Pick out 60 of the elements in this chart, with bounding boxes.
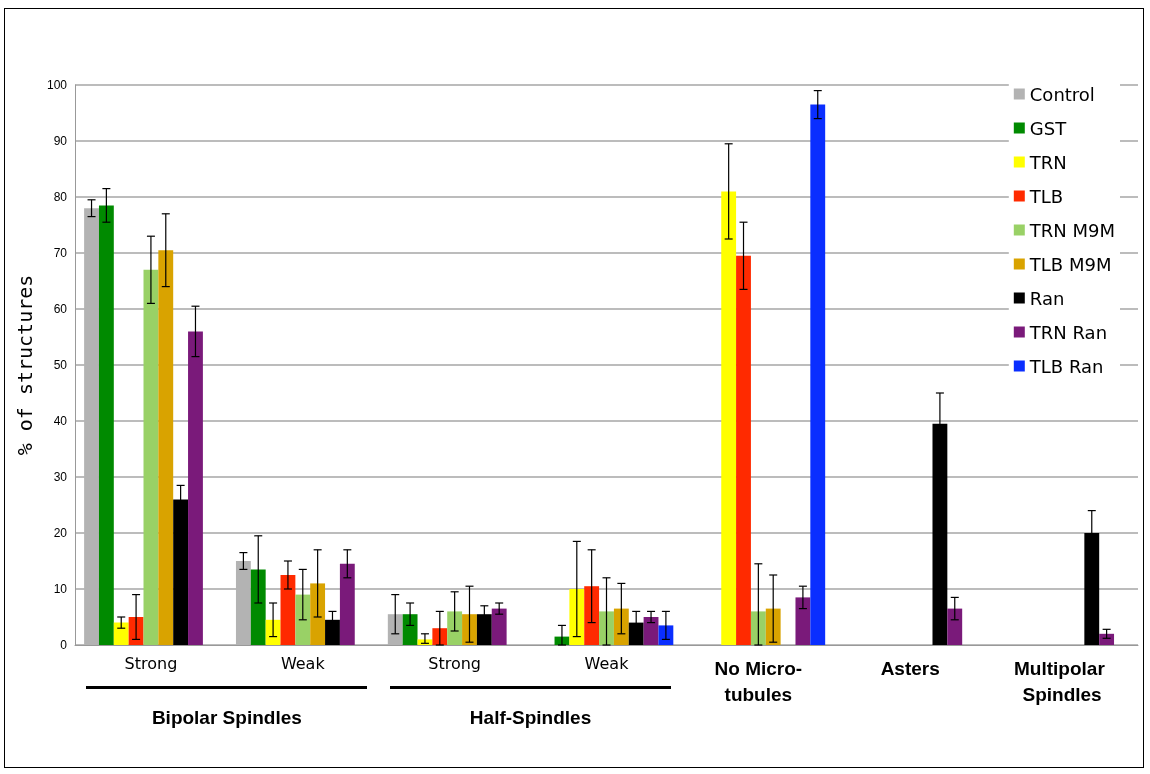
y-tick-label: 100	[46, 78, 68, 92]
bar	[158, 250, 174, 645]
legend-label: Ran	[1029, 287, 1065, 309]
y-tick-label: 70	[53, 246, 68, 260]
bar	[721, 191, 737, 645]
bar	[462, 614, 477, 645]
x-tick-label: Strong	[124, 653, 178, 673]
y-tick-label: 40	[53, 414, 68, 428]
bar	[310, 583, 326, 645]
bar	[280, 575, 296, 645]
x-tick-label: No Micro-tubules	[714, 657, 803, 705]
x-tick-label: Strong	[428, 653, 482, 673]
y-tick-label: 90	[53, 134, 68, 148]
bar	[432, 628, 448, 645]
bar	[84, 208, 99, 645]
bar	[188, 331, 203, 645]
bar	[250, 569, 266, 645]
bar	[491, 608, 507, 645]
bar	[295, 594, 311, 645]
y-axis-title: % of structures	[13, 274, 37, 456]
bar	[599, 611, 614, 645]
bar	[235, 561, 251, 645]
bar	[98, 205, 114, 645]
legend-label: TLB M9M	[1028, 253, 1112, 275]
bar	[613, 608, 629, 645]
bar	[947, 608, 963, 645]
legend-label: TLB Ran	[1028, 355, 1104, 377]
x-tick-label: Weak	[584, 653, 630, 673]
bar	[447, 611, 463, 645]
bar	[387, 614, 403, 645]
bar	[339, 563, 355, 645]
bar	[750, 611, 766, 645]
bar	[584, 586, 600, 645]
bar	[765, 608, 781, 645]
legend-label: TRN M9M	[1028, 219, 1115, 241]
text: Bipolar Spindles	[150, 707, 303, 729]
bar	[569, 589, 585, 645]
bar	[810, 104, 826, 645]
legend-label: TLB	[1028, 185, 1064, 207]
y-tick-label: 50	[53, 358, 68, 372]
x-tick-label: Asters	[880, 657, 940, 679]
legend-label: TRN Ran	[1028, 321, 1108, 343]
legend-label: TRN	[1028, 151, 1067, 173]
y-tick-label: 0	[60, 638, 68, 652]
legend-label: Control	[1029, 83, 1095, 105]
x-tick-label: Multipolar Spindles	[1014, 657, 1111, 705]
y-tick-label: 30	[53, 470, 68, 484]
y-tick-label: 10	[53, 582, 68, 596]
y-tick-label: 60	[53, 302, 68, 316]
text: Half-Spindles	[468, 707, 593, 729]
y-tick-label: 20	[53, 526, 68, 540]
bar	[643, 617, 659, 645]
bar	[113, 622, 129, 645]
x-tick-label: Weak	[280, 653, 326, 673]
bar	[402, 614, 418, 645]
bar	[143, 269, 159, 645]
legend-label: GST	[1029, 117, 1068, 139]
bar	[736, 255, 751, 645]
y-tick-label: 80	[53, 190, 68, 204]
bar	[795, 597, 811, 645]
